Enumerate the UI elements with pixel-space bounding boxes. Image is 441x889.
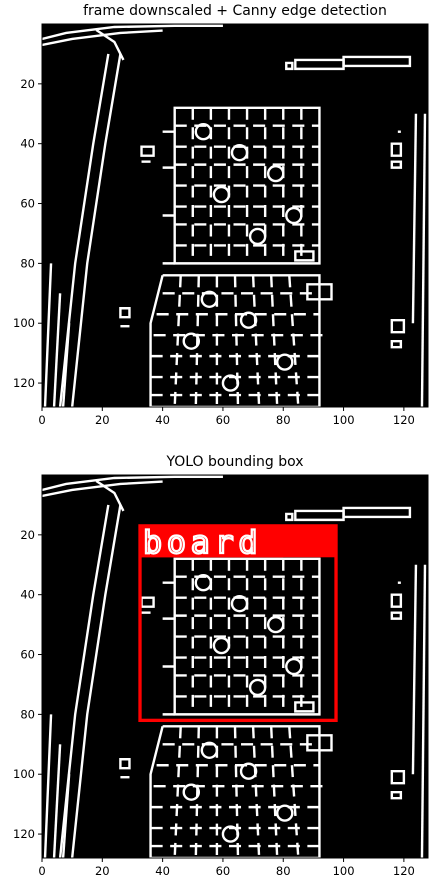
panel-2-title: YOLO bounding box xyxy=(165,454,303,470)
x-tick-label: 100 xyxy=(333,413,355,427)
x-tick-label: 120 xyxy=(393,864,415,878)
x-tick-label: 20 xyxy=(95,864,110,878)
x-tick-label: 80 xyxy=(276,413,291,427)
x-tick-label: 60 xyxy=(216,864,231,878)
panel-1-title: frame downscaled + Canny edge detection xyxy=(83,3,387,19)
y-tick-label: 40 xyxy=(20,588,35,602)
panel-2-image: board xyxy=(42,475,428,858)
y-tick-label: 120 xyxy=(13,376,35,390)
y-tick-label: 60 xyxy=(20,197,35,211)
x-tick-label: 100 xyxy=(333,864,355,878)
y-tick-label: 120 xyxy=(13,827,35,841)
panel-1-image xyxy=(42,24,428,407)
panel-1-ticks: 0 20 40 60 80 100 120 20 40 60 80 100 120 xyxy=(13,77,415,427)
y-tick-label: 20 xyxy=(20,77,35,91)
y-tick-label: 100 xyxy=(13,767,35,781)
x-tick-label: 0 xyxy=(38,864,45,878)
y-tick-label: 40 xyxy=(20,137,35,151)
x-tick-label: 120 xyxy=(393,413,415,427)
y-tick-label: 80 xyxy=(20,256,35,270)
panel-2: YOLO bounding box board 0 20 40 60 80 100 120 2… xyxy=(13,454,429,878)
panel-2-ticks: 0 20 40 60 80 100 120 20 40 60 80 100 120 xyxy=(13,528,415,878)
x-tick-label: 40 xyxy=(155,864,170,878)
x-tick-label: 60 xyxy=(216,413,231,427)
y-tick-label: 60 xyxy=(20,648,35,662)
panel-2-frame xyxy=(41,474,429,859)
bounding-box-label: board xyxy=(143,525,262,561)
x-tick-label: 80 xyxy=(276,864,291,878)
x-tick-label: 0 xyxy=(38,413,45,427)
x-tick-label: 40 xyxy=(155,413,170,427)
panel-1: frame downscaled + Canny edge detection … xyxy=(13,3,429,427)
panel-1-frame xyxy=(41,23,429,408)
y-tick-label: 80 xyxy=(20,707,35,721)
x-tick-label: 20 xyxy=(95,413,110,427)
y-tick-label: 100 xyxy=(13,316,35,330)
y-tick-label: 20 xyxy=(20,528,35,542)
